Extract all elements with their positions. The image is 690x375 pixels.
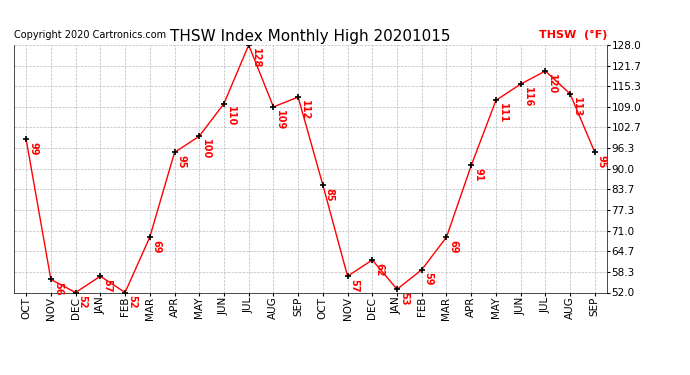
Text: THSW  (°F): THSW (°F) xyxy=(539,30,607,40)
Title: THSW Index Monthly High 20201015: THSW Index Monthly High 20201015 xyxy=(170,29,451,44)
Text: 116: 116 xyxy=(522,87,533,107)
Text: 110: 110 xyxy=(226,106,236,127)
Text: Copyright 2020 Cartronics.com: Copyright 2020 Cartronics.com xyxy=(14,30,166,40)
Text: 113: 113 xyxy=(572,97,582,117)
Text: 56: 56 xyxy=(53,282,63,296)
Text: 85: 85 xyxy=(325,188,335,201)
Text: 91: 91 xyxy=(473,168,483,182)
Text: 112: 112 xyxy=(300,100,310,120)
Text: 69: 69 xyxy=(152,240,161,254)
Text: 53: 53 xyxy=(399,292,409,306)
Text: 100: 100 xyxy=(201,139,211,159)
Text: 52: 52 xyxy=(127,295,137,309)
Text: 99: 99 xyxy=(28,142,38,156)
Text: 62: 62 xyxy=(374,263,384,276)
Text: 128: 128 xyxy=(250,48,261,68)
Text: 69: 69 xyxy=(448,240,458,254)
Text: 57: 57 xyxy=(350,279,359,292)
Text: 120: 120 xyxy=(547,74,558,94)
Text: 59: 59 xyxy=(424,273,434,286)
Text: 111: 111 xyxy=(498,103,508,123)
Text: 109: 109 xyxy=(275,110,286,130)
Text: 95: 95 xyxy=(177,155,186,169)
Text: 95: 95 xyxy=(597,155,607,169)
Text: 52: 52 xyxy=(77,295,88,309)
Text: 57: 57 xyxy=(102,279,112,292)
